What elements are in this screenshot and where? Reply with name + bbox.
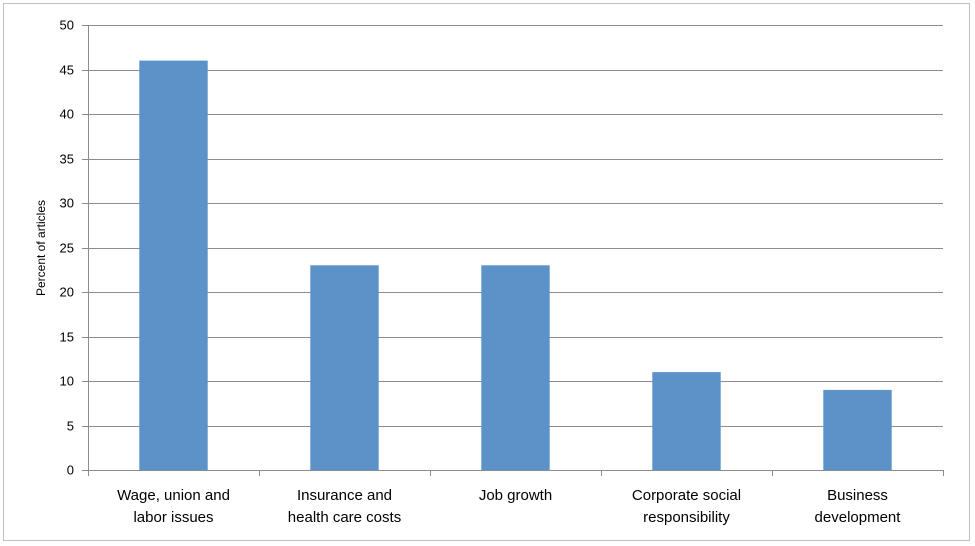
x-category-label: labor issues <box>133 509 213 526</box>
y-axis-title: Percent of articles <box>34 200 48 296</box>
x-category-label: health care costs <box>288 509 401 526</box>
bar <box>652 372 721 470</box>
y-tick-label: 20 <box>60 285 74 300</box>
y-tick-label: 5 <box>67 419 74 434</box>
x-category-label: Corporate social <box>632 487 741 504</box>
y-tick-label: 50 <box>60 18 74 33</box>
bar <box>823 389 892 470</box>
gridlines <box>88 25 943 427</box>
y-tick-label: 35 <box>60 152 74 167</box>
x-category-label: Wage, union and <box>117 487 230 504</box>
bar <box>481 265 550 470</box>
y-tick-labels: 0 5 10 15 20 25 30 35 40 45 50 <box>60 18 74 478</box>
bar <box>310 265 379 470</box>
y-tick-label: 40 <box>60 107 74 122</box>
x-category-label: Business <box>827 487 888 504</box>
x-category-label: Insurance and <box>297 487 392 504</box>
y-tick-label: 0 <box>67 463 74 478</box>
x-category-labels: Wage, union and labor issues Insurance and… <box>117 487 901 526</box>
bar <box>139 60 208 470</box>
y-tick-label: 45 <box>60 63 74 78</box>
y-tick-label: 10 <box>60 374 74 389</box>
x-category-label: development <box>815 509 902 526</box>
axes <box>82 25 944 476</box>
bars <box>139 60 892 470</box>
x-category-label: responsibility <box>643 509 730 526</box>
y-tick-label: 15 <box>60 330 74 345</box>
y-tick-label: 25 <box>60 241 74 256</box>
x-category-label: Job growth <box>479 487 552 504</box>
y-tick-label: 30 <box>60 196 74 211</box>
